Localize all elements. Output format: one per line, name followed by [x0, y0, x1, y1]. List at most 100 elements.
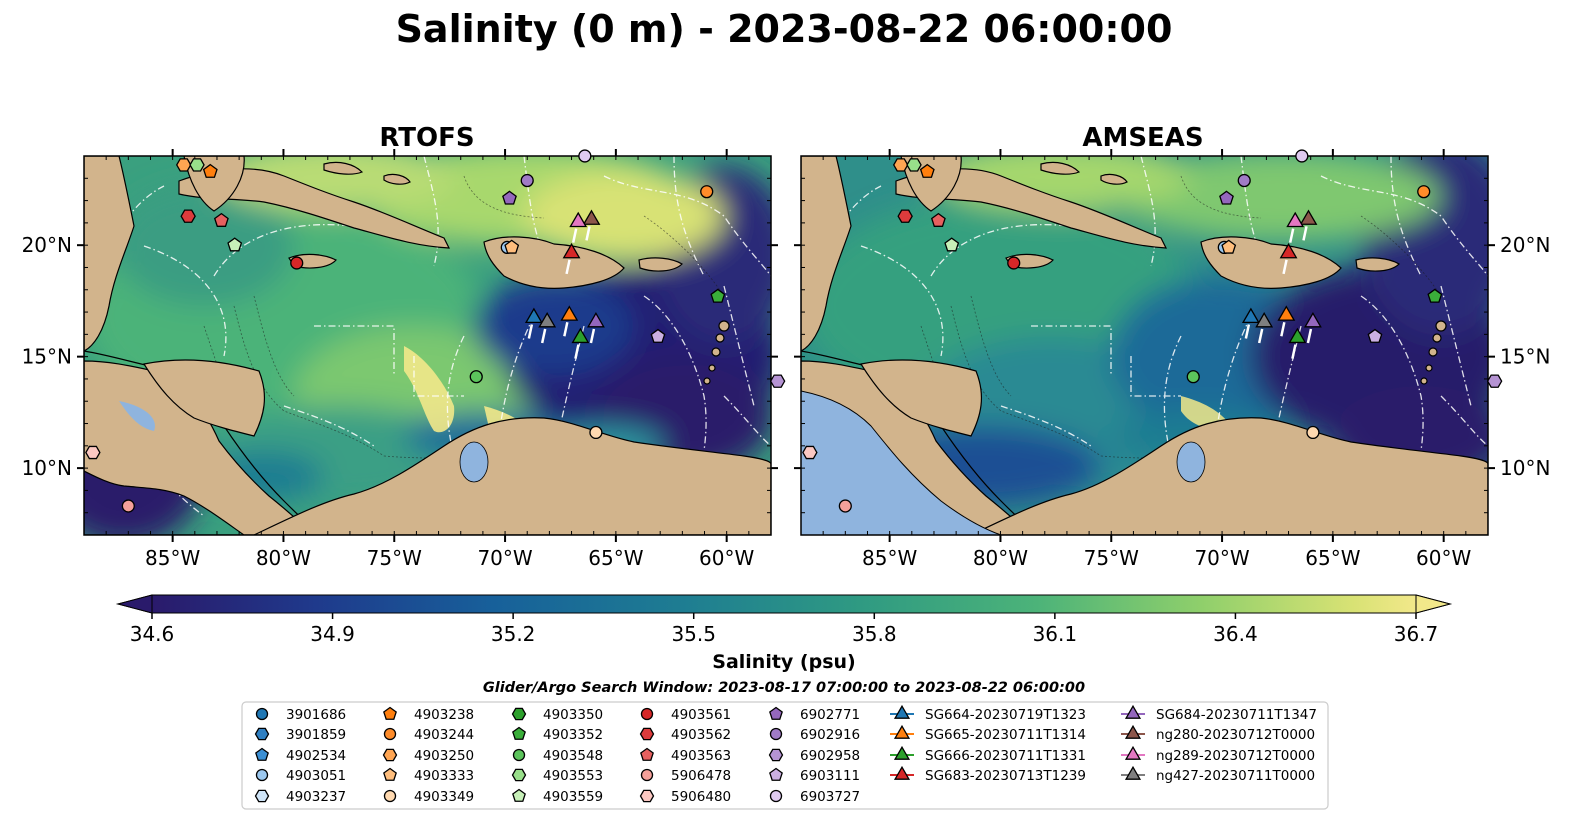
- legend-marker: [1124, 745, 1142, 760]
- marker-rtofs-4903561: [290, 256, 304, 270]
- legend-marker: [768, 748, 784, 762]
- legend-label: ng280-20230712T0000: [1156, 727, 1315, 743]
- legend-item-6903111: 6903111: [769, 767, 860, 784]
- marker-rtofs-5906480: [85, 445, 101, 460]
- marker-amseas-sg666-20230711t1331: [1288, 327, 1307, 344]
- panel-amseas: AMSEAS: [794, 123, 1550, 570]
- x-tick-label: 80°W: [973, 546, 1028, 570]
- legend-label: SG666-20230711T1331: [925, 748, 1086, 764]
- legend-label: 4903352: [543, 727, 603, 743]
- legend-marker: [893, 704, 911, 719]
- search-window-text: Glider/Argo Search Window: 2023-08-17 07…: [483, 680, 1085, 696]
- marker-rtofs-ng280-20230712t0000: [582, 209, 601, 225]
- legend-item-6902916: 6902916: [769, 727, 860, 743]
- legend-marker: [769, 727, 783, 741]
- colorbar-extend-high: [1415, 594, 1452, 614]
- legend-item-sg683-20230713t1239: SG683-20230713T1239: [890, 765, 1086, 784]
- colorbar-tick-label: 34.9: [310, 622, 355, 646]
- legend-frame: [241, 701, 1329, 810]
- legend-item-6903727: 6903727: [769, 789, 860, 805]
- legend-marker: [893, 745, 911, 760]
- legend-label: 4902534: [286, 748, 346, 764]
- colorbar-tick-label: 36.1: [1033, 622, 1078, 646]
- marker-rtofs-sg665-20230711t1314: [560, 305, 579, 321]
- colorbar-tick-label: 35.5: [671, 622, 716, 646]
- legend-label: 6902916: [800, 727, 860, 743]
- colorbar-tick-label: 35.2: [491, 622, 536, 646]
- legend-marker: [254, 789, 270, 803]
- marker-rtofs-4903562: [180, 209, 196, 223]
- legend-label: 4903349: [414, 789, 474, 805]
- legend-item-4903563: 4903563: [640, 747, 731, 764]
- legend-label: 4903244: [414, 727, 474, 743]
- marker-rtofs-4903548: [469, 370, 483, 384]
- legend-label: SG683-20230713T1239: [925, 768, 1086, 784]
- x-tick-label: 65°W: [588, 546, 643, 570]
- legend-item-4903333: 4903333: [383, 767, 474, 784]
- marker-amseas-4903563: [930, 212, 946, 227]
- marker-rtofs-6902958: [769, 374, 786, 388]
- legend-item-4903238: 4903238: [383, 706, 474, 723]
- legend-marker: [382, 748, 398, 762]
- marker-rtofs-sg664-20230719t1323: [524, 307, 543, 324]
- legend-label: 4903350: [543, 707, 603, 723]
- y-tick-label: 15°N: [22, 345, 72, 369]
- marker-amseas-4903561: [1007, 256, 1021, 270]
- legend-marker: [383, 727, 397, 741]
- marker-rtofs-4903559: [227, 237, 243, 252]
- legend-marker: [893, 765, 911, 780]
- colorbar-tick-label: 35.8: [852, 622, 897, 646]
- marker-amseas-ng280-20230712t0000: [1299, 209, 1318, 225]
- axes-amseas: 85°W 80°W 75°W 70°W 65°W 60°W 20°N 15°N 10°N: [794, 149, 1550, 570]
- x-tick-label: 70°W: [1194, 546, 1249, 570]
- legend-label: 3901686: [286, 707, 346, 723]
- legend-marker: [639, 727, 655, 741]
- marker-amseas-5906480: [802, 445, 818, 460]
- legend-marker: [1124, 765, 1142, 780]
- marker-rtofs-4903238: [202, 163, 218, 178]
- legend-marker: [639, 789, 655, 803]
- legend-item-6902958: 6902958: [768, 748, 860, 764]
- x-tick-label: 75°W: [1084, 546, 1139, 570]
- y-tick-label: 15°N: [1500, 345, 1550, 369]
- colorbar-label: Salinity (psu): [712, 651, 855, 673]
- legend-label: 4903238: [414, 707, 474, 723]
- markers-amseas: [802, 149, 1503, 513]
- x-tick-label: 60°W: [699, 546, 754, 570]
- marker-amseas-4903250: [892, 158, 909, 172]
- legend-label: SG684-20230711T1347: [1156, 707, 1317, 723]
- marker-amseas-6902916: [1237, 173, 1251, 188]
- colorbar-gradient: [151, 594, 1417, 614]
- marker-amseas-4903559: [944, 237, 960, 252]
- legend-marker: [1124, 724, 1142, 739]
- marker-amseas-6903727: [1295, 149, 1309, 163]
- x-tick-label: 85°W: [862, 546, 917, 570]
- legend-item-5906480: 5906480: [639, 789, 731, 805]
- legend-label: SG665-20230711T1314: [925, 727, 1086, 743]
- legend-label: 6902958: [800, 748, 860, 764]
- marker-rtofs-4903553: [189, 158, 205, 172]
- legend-item-sg665-20230711t1314: SG665-20230711T1314: [890, 724, 1086, 743]
- x-tick-label: 65°W: [1305, 546, 1360, 570]
- marker-rtofs-4903244: [700, 185, 714, 199]
- legend-marker: [769, 767, 783, 781]
- colorbar-tick-label: 36.4: [1213, 622, 1258, 646]
- legend-marker: [512, 726, 526, 740]
- panel-rtofs: RTOFS: [22, 123, 778, 570]
- legend-marker: [383, 706, 397, 720]
- legend-label: 4903559: [543, 789, 603, 805]
- x-tick-label: 80°W: [256, 546, 311, 570]
- legend-marker: [512, 748, 526, 762]
- marker-amseas-4903553: [906, 158, 922, 172]
- legend-item-4903553: 4903553: [511, 768, 603, 784]
- marker-rtofs-6903727: [578, 149, 592, 163]
- x-tick-label: 70°W: [477, 546, 532, 570]
- legend-item-sg684-20230711t1347: SG684-20230711T1347: [1121, 704, 1317, 723]
- panel-title-rtofs: RTOFS: [379, 123, 474, 153]
- legend-item-sg666-20230711t1331: SG666-20230711T1331: [890, 745, 1086, 764]
- legend-item-4903548: 4903548: [512, 748, 603, 764]
- legend-item-4903350: 4903350: [511, 707, 603, 723]
- legend-item-ng280-20230712t0000: ng280-20230712T0000: [1121, 724, 1315, 743]
- legend-label: 4903561: [671, 707, 731, 723]
